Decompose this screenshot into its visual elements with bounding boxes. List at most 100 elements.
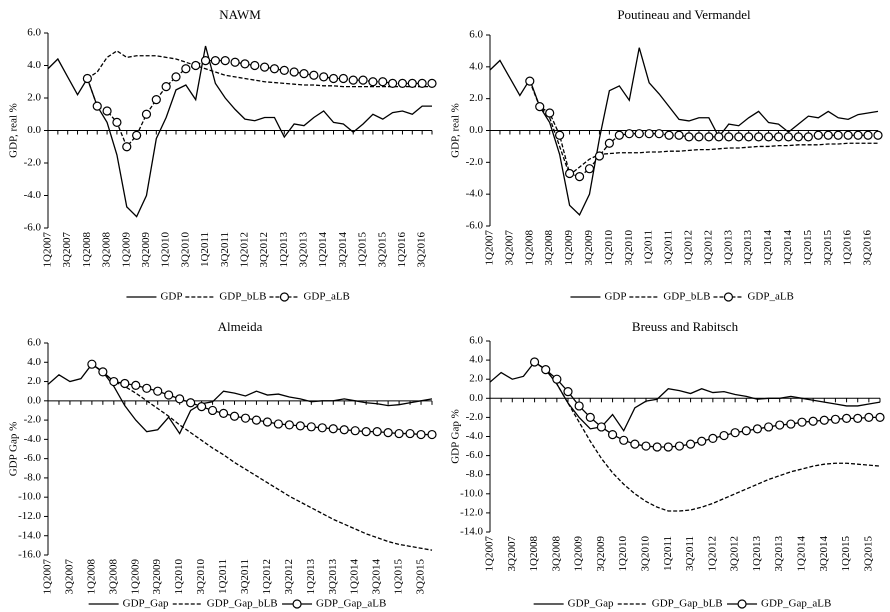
x-tick-label: 3Q2011 — [684, 536, 696, 571]
x-tick-label: 3Q2013 — [327, 559, 339, 595]
series-marker — [574, 401, 584, 411]
series-marker — [744, 132, 754, 142]
x-tick-label: 1Q2009 — [573, 536, 585, 572]
series-marker — [841, 413, 852, 423]
x-tick-label: 1Q2010 — [603, 230, 615, 266]
series-marker — [319, 72, 329, 82]
series-marker — [306, 422, 316, 432]
x-tick-label: 3Q2015 — [415, 559, 427, 595]
y-tick-label: 4.0 — [27, 59, 41, 71]
y-tick-label: -4.0 — [24, 189, 42, 201]
x-tick-label: 1Q2015 — [840, 536, 852, 572]
series-marker — [808, 416, 818, 426]
series-marker — [875, 412, 885, 422]
legend-marker — [292, 599, 302, 609]
x-tick-label: 1Q2010 — [617, 536, 629, 572]
legend-label: GDP_Gap_aLB — [761, 598, 831, 610]
series-marker — [417, 78, 427, 88]
series-line — [87, 50, 432, 88]
x-tick-label: 1Q2016 — [396, 232, 408, 268]
legend-label: GDP_Gap — [123, 598, 169, 610]
legend-label: GDP_bLB — [219, 291, 266, 303]
y-tick-label: -10.0 — [18, 491, 41, 503]
series-marker — [596, 422, 607, 432]
series-line — [529, 80, 878, 178]
x-tick-label: 3Q2007 — [506, 536, 518, 572]
series-marker — [368, 77, 378, 87]
x-tick-label: 1Q2007 — [42, 232, 54, 268]
series-marker — [823, 130, 833, 140]
x-tick-label: 1Q2013 — [305, 559, 317, 595]
series-marker — [634, 129, 644, 139]
x-tick-label: 1Q2011 — [217, 559, 229, 594]
series-marker — [741, 426, 751, 436]
series-marker — [210, 56, 220, 66]
x-tick-label: 3Q2014 — [782, 230, 794, 266]
series-marker — [585, 412, 595, 422]
series-marker — [545, 108, 555, 118]
series-marker — [164, 390, 174, 400]
series-marker — [714, 132, 724, 142]
y-tick-label: -6.0 — [466, 220, 484, 232]
series-marker — [529, 357, 540, 367]
series-marker — [763, 132, 774, 142]
x-tick-label: 3Q2010 — [640, 536, 652, 572]
series-marker — [161, 82, 171, 92]
series-marker — [654, 129, 664, 139]
series-marker — [754, 132, 764, 142]
y-tick-label: -14.0 — [18, 529, 41, 541]
series-marker — [289, 67, 299, 77]
x-tick-label: 1Q2014 — [796, 536, 808, 572]
y-tick-label: -8.0 — [24, 471, 42, 483]
x-tick-label: 1Q2008 — [81, 232, 93, 268]
series-marker — [102, 106, 112, 116]
x-tick-label: 3Q2013 — [298, 232, 310, 268]
x-tick-label: 1Q2015 — [802, 230, 814, 266]
series-marker — [309, 70, 319, 80]
series-marker — [783, 132, 794, 142]
series-marker — [843, 130, 853, 140]
series-marker — [719, 430, 729, 441]
series-marker — [793, 132, 804, 142]
series-marker — [833, 130, 843, 140]
series-marker — [594, 151, 605, 161]
series-marker — [708, 433, 718, 444]
y-tick-label: -12.0 — [18, 510, 41, 522]
series-marker — [873, 130, 883, 140]
series-marker — [317, 423, 327, 433]
x-tick-label: 1Q2007 — [484, 536, 496, 572]
x-tick-label: 1Q2015 — [357, 232, 369, 268]
series-marker — [383, 428, 393, 438]
x-tick-label: 3Q2016 — [416, 232, 428, 268]
series-marker — [535, 102, 545, 112]
x-tick-label: 3Q2008 — [543, 230, 555, 266]
legend-label: GDP_bLB — [663, 291, 710, 303]
series-marker — [284, 420, 294, 430]
y-tick-label: 2.0 — [27, 92, 41, 104]
series-marker — [630, 439, 640, 449]
x-tick-label: 3Q2016 — [862, 230, 874, 266]
series-marker — [864, 412, 874, 422]
y-tick-label: -8.0 — [466, 468, 484, 480]
series-marker — [555, 130, 565, 140]
series-marker — [230, 57, 240, 67]
x-tick-label: 1Q2008 — [85, 559, 97, 595]
x-tick-label: 3Q2009 — [583, 230, 595, 266]
y-tick-label: -6.0 — [24, 222, 42, 234]
series-marker — [339, 425, 349, 435]
x-tick-label: 1Q2011 — [643, 230, 655, 265]
series-marker — [299, 69, 309, 79]
series-marker — [250, 60, 260, 71]
y-axis-label: GDP Gap % — [450, 409, 462, 464]
legend-label: GDP_Gap_aLB — [316, 598, 386, 610]
series-marker — [142, 383, 152, 393]
series-marker — [112, 117, 122, 127]
panel-title: Poutineau and Vermandel — [617, 7, 751, 22]
series-line — [529, 80, 878, 177]
series-marker — [240, 59, 250, 69]
y-tick-label: -2.0 — [24, 157, 42, 169]
x-tick-label: 3Q2007 — [61, 232, 73, 268]
series-marker — [141, 109, 152, 119]
x-tick-label: 3Q2012 — [702, 230, 714, 265]
